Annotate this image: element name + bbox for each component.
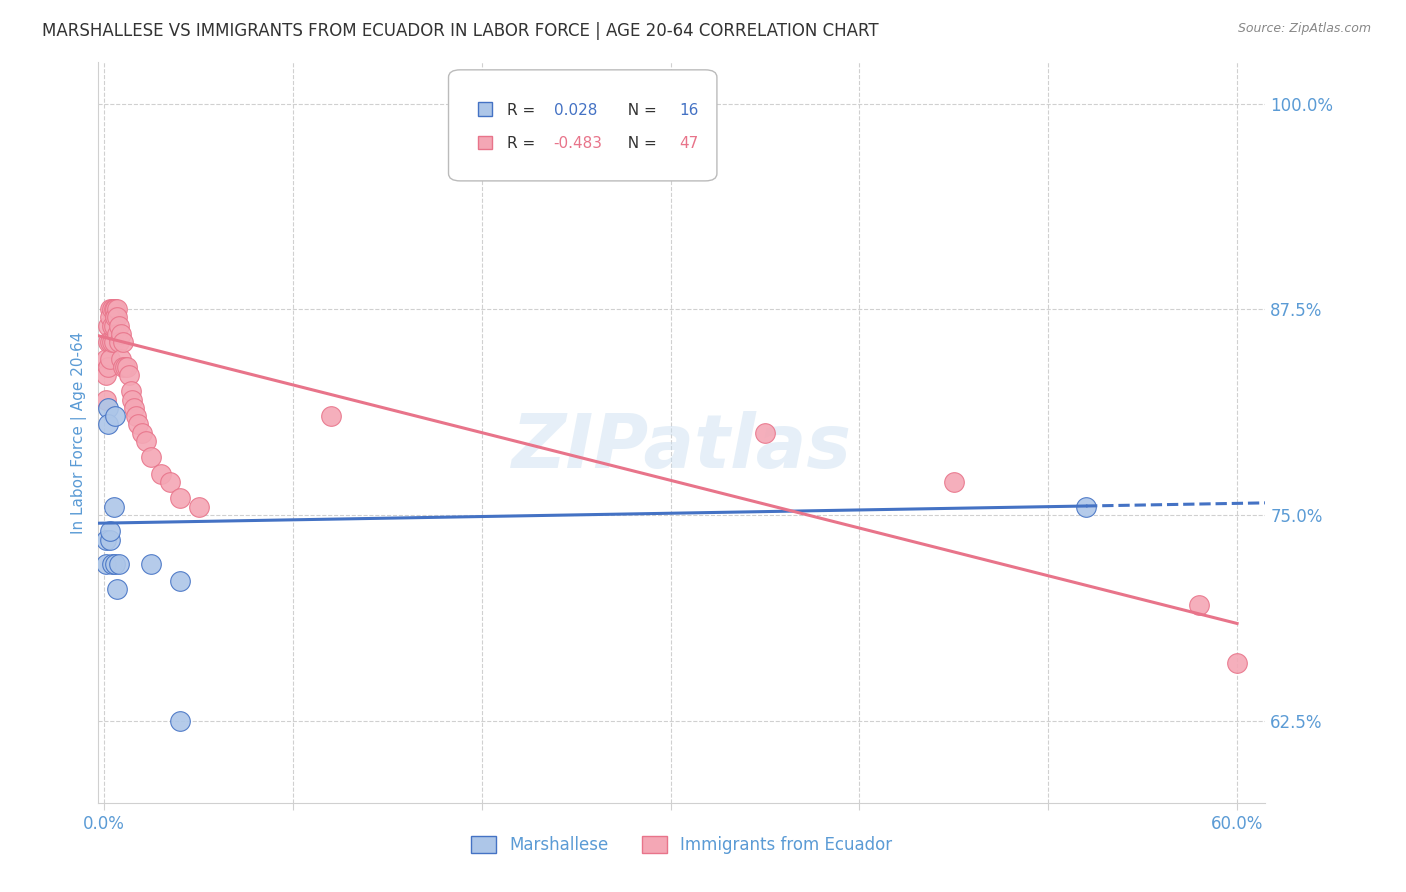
Point [105,310,128,325]
Point [187,500,209,514]
Text: N =: N = [617,103,661,118]
Point [98,351,121,366]
Text: 47: 47 [679,136,699,152]
Point [103,500,125,514]
Point [104,310,127,325]
Point [94,368,117,382]
Point [754,425,776,440]
Point [94,533,117,547]
Point [98,335,121,350]
Point [149,467,172,481]
Point [104,558,127,572]
Point [1226,656,1249,670]
Point [97,359,120,374]
Point [1074,500,1097,514]
Point [97,417,120,432]
Text: -0.483: -0.483 [554,136,603,152]
Point [169,491,191,506]
Text: MARSHALLESE VS IMMIGRANTS FROM ECUADOR IN LABOR FORCE | AGE 20-64 CORRELATION CH: MARSHALLESE VS IMMIGRANTS FROM ECUADOR I… [42,22,879,40]
Point [94,558,117,572]
Point [159,475,181,489]
Point [98,533,121,547]
Point [105,326,128,341]
Point [124,401,146,415]
Point [121,392,143,407]
Point [120,384,142,399]
Text: R =: R = [508,136,540,152]
Point [100,335,122,350]
Point [108,318,131,333]
Point [100,302,122,317]
Point [131,425,153,440]
Point [117,368,139,382]
Legend: Marshallese, Immigrants from Ecuador: Marshallese, Immigrants from Ecuador [464,830,900,861]
Point [103,302,125,317]
Point [135,434,157,448]
Point [141,558,163,572]
Point [97,335,120,350]
Point [942,475,965,489]
Point [97,401,120,415]
Text: Source: ZipAtlas.com: Source: ZipAtlas.com [1237,22,1371,36]
Point [108,335,131,350]
Text: 0.028: 0.028 [554,103,598,118]
Point [125,409,148,424]
Point [98,310,121,325]
Point [319,409,342,424]
Text: ZIPatlas: ZIPatlas [512,411,852,484]
FancyBboxPatch shape [449,70,717,181]
Text: N =: N = [617,136,661,152]
Point [110,326,132,341]
Point [103,318,125,333]
Point [105,302,128,317]
Point [98,524,121,539]
Point [97,318,120,333]
Point [110,351,132,366]
Point [169,714,191,728]
Y-axis label: In Labor Force | Age 20-64: In Labor Force | Age 20-64 [72,332,87,533]
Point [111,359,134,374]
Point [111,335,134,350]
Point [103,335,125,350]
Point [94,351,117,366]
Point [100,318,122,333]
Text: R =: R = [508,103,540,118]
Point [98,302,121,317]
FancyBboxPatch shape [478,136,492,149]
Point [114,359,136,374]
FancyBboxPatch shape [478,103,492,116]
Point [108,558,131,572]
Point [104,302,127,317]
Point [100,558,122,572]
Point [127,417,149,432]
Point [104,409,127,424]
Point [115,359,138,374]
Point [105,582,128,596]
Point [94,392,117,407]
Point [1188,599,1211,613]
Point [141,450,163,465]
Text: 16: 16 [679,103,699,118]
Point [169,574,191,588]
